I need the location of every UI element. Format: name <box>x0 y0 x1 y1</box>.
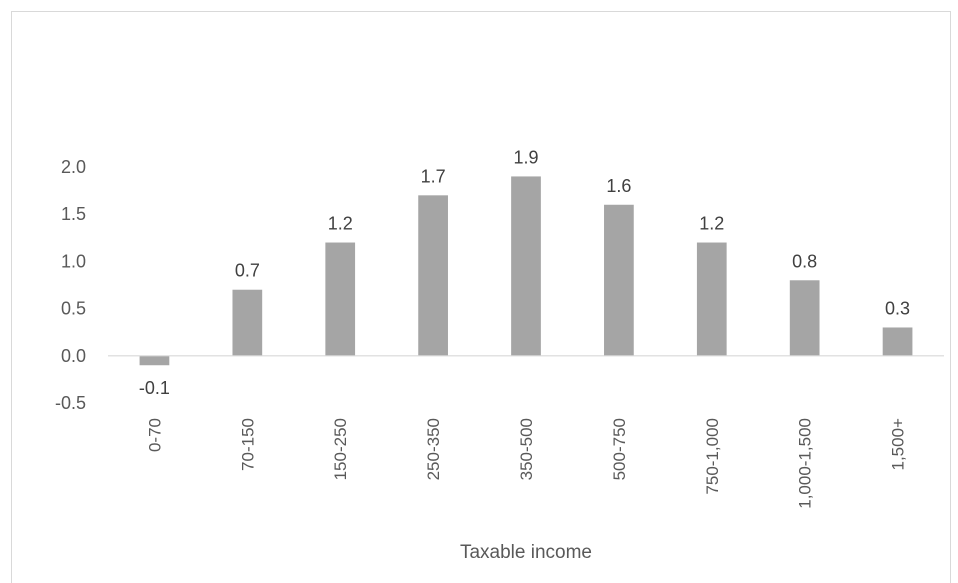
bar <box>325 242 356 356</box>
y-axis-ticks: 2.0 1.5 1.0 0.5 0.0 -0.5 <box>55 157 86 413</box>
x-axis-title: Taxable income <box>460 542 592 563</box>
bar <box>882 327 913 356</box>
data-label: 1.2 <box>328 214 353 234</box>
x-tick-label: 500-750 <box>610 418 629 480</box>
data-label: 1.2 <box>699 214 724 234</box>
data-label: 1.7 <box>421 166 446 186</box>
x-tick-label: 1,000-1,500 <box>796 418 815 509</box>
bar <box>511 176 541 356</box>
x-axis-ticks: 0-70 70-150 150-250 250-350 350-500 500-750 75… <box>145 418 907 509</box>
data-label: 1.9 <box>513 147 538 167</box>
bar <box>696 242 727 356</box>
x-tick-label: 150-250 <box>331 418 350 480</box>
x-tick-label: 1,500+ <box>889 418 908 471</box>
bar <box>139 355 170 366</box>
x-tick-label: 350-500 <box>517 418 536 480</box>
y-tick-label: -0.5 <box>55 393 86 413</box>
x-tick-label: 70-150 <box>238 418 257 471</box>
data-label: 0.3 <box>885 298 910 318</box>
bar <box>232 289 263 356</box>
data-label: -0.1 <box>139 378 170 398</box>
data-label: 0.8 <box>792 251 817 271</box>
bar <box>418 195 448 356</box>
x-tick-label: 250-350 <box>424 418 443 480</box>
data-labels: -0.1 0.7 1.2 1.7 1.9 1.6 1.2 0.8 0.3 <box>139 147 910 398</box>
x-tick-label: 750-1,000 <box>703 418 722 495</box>
x-tick-label: 0-70 <box>145 418 164 452</box>
y-tick-label: 0.0 <box>61 346 86 366</box>
bars <box>139 176 913 366</box>
data-label: 1.6 <box>606 176 631 196</box>
y-tick-label: 0.5 <box>61 299 86 319</box>
y-tick-label: 2.0 <box>61 157 86 177</box>
y-tick-label: 1.0 <box>61 251 86 271</box>
data-label: 0.7 <box>235 261 260 281</box>
bar <box>789 280 820 356</box>
y-tick-label: 1.5 <box>61 204 86 224</box>
bar <box>604 204 634 356</box>
